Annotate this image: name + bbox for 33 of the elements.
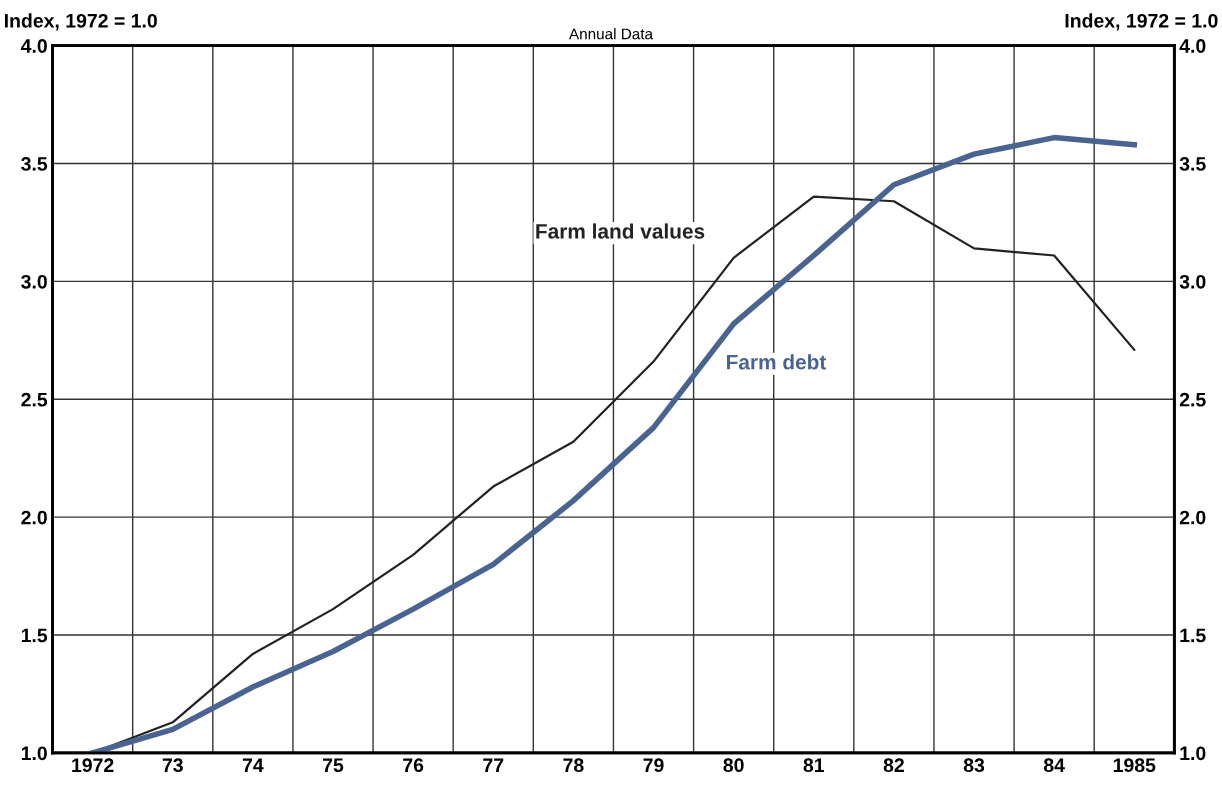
y-tick-label: 1.0 (21, 746, 47, 761)
y2-tick-label: 4.0 (1179, 39, 1206, 53)
y-tick-label: 3.5 (21, 157, 48, 171)
y-tick-label: 2.0 (21, 510, 47, 525)
x-tick-label: 74 (242, 758, 264, 772)
x-tick-label: 1985 (1113, 758, 1156, 773)
y2-tick-label: 3.0 (1179, 274, 1206, 289)
y-tick-label: 1.5 (21, 628, 48, 643)
x-tick-label: 79 (643, 758, 664, 773)
x-tick-label: 73 (162, 758, 183, 773)
x-tick-label: 81 (803, 758, 825, 773)
series-label: Farm debt (727, 354, 827, 370)
y-axis-title: Index, 1972 = 1.0 (4, 13, 157, 31)
x-tick-label: 84 (1043, 758, 1065, 773)
x-tick-label: 80 (723, 758, 744, 773)
x-tick-label: 76 (403, 758, 424, 773)
y2-tick-label: 1.5 (1180, 628, 1206, 643)
y2-axis-title: Index, 1972 = 1.0 (1065, 13, 1218, 31)
y2-tick-label: 3.5 (1179, 157, 1206, 171)
y-tick-label: 4.0 (20, 39, 47, 53)
y-tick-label: 3.0 (21, 274, 47, 289)
x-tick-label: 1972 (72, 758, 114, 773)
x-tick-label: 82 (883, 758, 904, 773)
series-label: Farm land values (536, 223, 705, 239)
x-tick-label: 78 (563, 758, 584, 773)
x-tick-label: 75 (323, 758, 344, 773)
chart-subtitle: Annual Data (568, 28, 654, 40)
y2-tick-label: 2.0 (1179, 510, 1206, 525)
y-tick-label: 2.5 (21, 392, 48, 407)
x-tick-label: 83 (963, 758, 985, 773)
y2-tick-label: 1.0 (1180, 746, 1206, 761)
y2-tick-label: 2.5 (1179, 392, 1206, 407)
x-tick-label: 77 (483, 758, 504, 772)
